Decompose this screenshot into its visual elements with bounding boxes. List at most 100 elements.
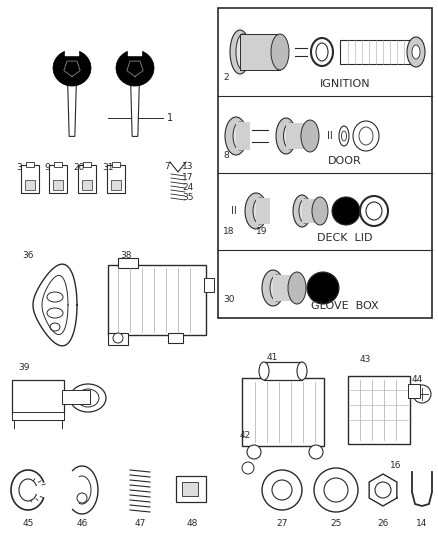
Text: 1: 1 xyxy=(167,113,173,123)
Text: 9: 9 xyxy=(44,163,50,172)
Bar xyxy=(286,123,310,149)
Text: 47: 47 xyxy=(134,520,146,529)
Circle shape xyxy=(307,272,339,304)
Bar xyxy=(26,162,34,167)
Bar xyxy=(82,180,92,190)
Text: 44: 44 xyxy=(412,376,423,384)
Bar xyxy=(340,40,412,64)
Text: 27: 27 xyxy=(276,520,288,529)
Text: 25: 25 xyxy=(330,520,342,529)
Bar xyxy=(62,390,90,404)
Circle shape xyxy=(247,445,261,459)
Circle shape xyxy=(332,197,360,225)
Text: 24: 24 xyxy=(182,183,193,192)
Bar xyxy=(107,165,125,193)
Circle shape xyxy=(413,385,431,403)
Text: DOOR: DOOR xyxy=(328,156,362,166)
Circle shape xyxy=(314,468,358,512)
Ellipse shape xyxy=(271,34,289,70)
Text: 13: 13 xyxy=(182,162,194,171)
Ellipse shape xyxy=(283,123,297,149)
Text: GLOVE  BOX: GLOVE BOX xyxy=(311,301,379,311)
Ellipse shape xyxy=(233,122,247,150)
Ellipse shape xyxy=(297,362,307,380)
Circle shape xyxy=(375,482,391,498)
Bar xyxy=(54,162,62,167)
Bar xyxy=(108,265,206,335)
Ellipse shape xyxy=(53,50,91,86)
Ellipse shape xyxy=(412,45,420,59)
Text: 35: 35 xyxy=(182,193,194,202)
Circle shape xyxy=(113,333,123,343)
Text: 31: 31 xyxy=(102,163,113,172)
Text: II: II xyxy=(231,206,237,216)
Text: 18: 18 xyxy=(223,228,234,237)
Bar xyxy=(21,165,39,193)
Text: 26: 26 xyxy=(377,520,389,529)
Text: 19: 19 xyxy=(256,228,268,237)
Polygon shape xyxy=(131,84,139,136)
Ellipse shape xyxy=(360,196,388,226)
Text: 17: 17 xyxy=(182,173,194,182)
Ellipse shape xyxy=(316,43,328,61)
Bar xyxy=(25,180,35,190)
Bar xyxy=(240,34,280,70)
Text: 38: 38 xyxy=(120,251,131,260)
Bar xyxy=(236,122,250,150)
Bar xyxy=(168,333,183,343)
Text: 46: 46 xyxy=(76,520,88,529)
Ellipse shape xyxy=(339,126,349,146)
Text: 2: 2 xyxy=(223,74,229,83)
Ellipse shape xyxy=(230,30,250,74)
Text: 16: 16 xyxy=(390,462,402,471)
Text: 30: 30 xyxy=(223,295,234,304)
Bar xyxy=(49,165,67,193)
Ellipse shape xyxy=(236,34,250,70)
Ellipse shape xyxy=(301,120,319,152)
Bar xyxy=(78,165,96,193)
Ellipse shape xyxy=(353,121,379,151)
Bar xyxy=(204,278,214,292)
Ellipse shape xyxy=(366,202,382,220)
Bar xyxy=(273,275,297,301)
Text: 8: 8 xyxy=(223,150,229,159)
Text: 3: 3 xyxy=(16,163,22,172)
Bar xyxy=(112,162,120,167)
Ellipse shape xyxy=(407,37,425,67)
Bar xyxy=(242,378,324,446)
Text: 39: 39 xyxy=(18,364,29,373)
Ellipse shape xyxy=(245,193,267,229)
Bar xyxy=(408,384,420,398)
Text: 20: 20 xyxy=(73,163,85,172)
Ellipse shape xyxy=(253,198,267,224)
Bar xyxy=(65,48,79,55)
Bar xyxy=(218,8,432,318)
Ellipse shape xyxy=(262,270,284,306)
Bar xyxy=(182,482,198,496)
Text: 42: 42 xyxy=(240,431,251,440)
Ellipse shape xyxy=(342,131,346,141)
Circle shape xyxy=(242,462,254,474)
Bar xyxy=(128,48,141,55)
Ellipse shape xyxy=(47,292,63,302)
Ellipse shape xyxy=(276,118,296,154)
Ellipse shape xyxy=(70,384,106,412)
Circle shape xyxy=(272,480,292,500)
Bar xyxy=(176,476,206,502)
Text: II: II xyxy=(327,131,333,141)
Bar xyxy=(256,198,270,224)
Ellipse shape xyxy=(359,127,373,145)
Text: IGNITION: IGNITION xyxy=(320,79,370,89)
Ellipse shape xyxy=(225,117,247,155)
Text: 36: 36 xyxy=(22,251,33,260)
Bar xyxy=(264,362,302,380)
Bar xyxy=(111,180,121,190)
Text: 48: 48 xyxy=(186,520,198,529)
Circle shape xyxy=(324,478,348,502)
Bar xyxy=(108,333,128,345)
Ellipse shape xyxy=(47,308,63,318)
Bar xyxy=(53,180,63,190)
Polygon shape xyxy=(68,84,76,136)
Ellipse shape xyxy=(312,197,328,225)
Ellipse shape xyxy=(270,275,284,301)
